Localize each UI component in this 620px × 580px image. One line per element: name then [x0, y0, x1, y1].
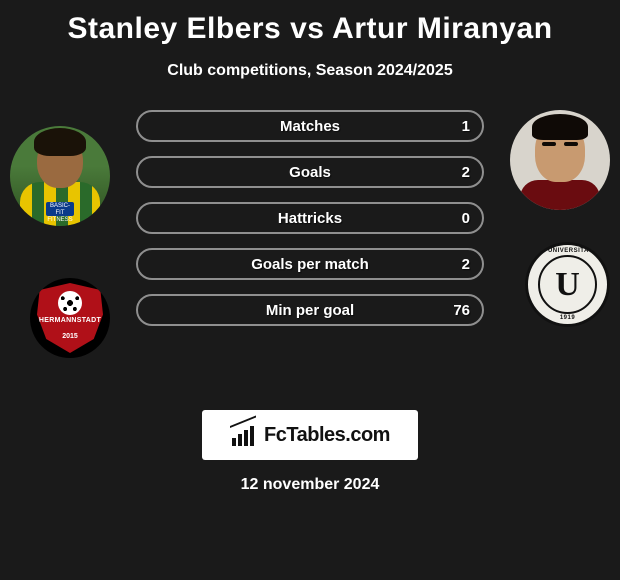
- club-right-year: 1919: [528, 315, 607, 321]
- stat-label: Hattricks: [138, 204, 482, 232]
- stats-list: Matches1Goals2Hattricks0Goals per match2…: [136, 110, 484, 340]
- comparison-panel: BASIC-FIT FITNESS HERMANNSTADT 2015 F.C.…: [0, 108, 620, 388]
- club-left-year: 2015: [37, 333, 103, 340]
- bar-chart-icon: [230, 424, 258, 446]
- player-left-badge: BASIC-FIT FITNESS: [46, 202, 74, 216]
- stat-row: Goals per match2: [136, 248, 484, 280]
- logo-text-bold: Fc: [264, 424, 286, 446]
- soccer-ball-icon: [58, 291, 82, 315]
- club-right-crest: F.C. UNIVERSITATEA U 1919: [525, 242, 610, 327]
- stat-row: Goals2: [136, 156, 484, 188]
- club-left-crest: HERMANNSTADT 2015: [30, 278, 110, 358]
- date-label: 12 november 2024: [0, 476, 620, 494]
- club-left-name: HERMANNSTADT: [37, 317, 103, 324]
- logo-text-rest: Tables.com: [286, 424, 390, 446]
- stat-row: Hattricks0: [136, 202, 484, 234]
- stat-label: Min per goal: [138, 296, 482, 324]
- stat-value-right: 76: [453, 296, 470, 324]
- stat-value-right: 0: [462, 204, 470, 232]
- fctables-logo: FcTables.com: [202, 410, 418, 460]
- subtitle: Club competitions, Season 2024/2025: [0, 62, 620, 80]
- stat-label: Goals per match: [138, 250, 482, 278]
- stat-value-right: 1: [462, 112, 470, 140]
- stat-label: Goals: [138, 158, 482, 186]
- stat-row: Min per goal76: [136, 294, 484, 326]
- club-right-name-top: F.C. UNIVERSITATEA: [528, 248, 607, 254]
- stat-value-right: 2: [462, 250, 470, 278]
- page-title: Stanley Elbers vs Artur Miranyan: [0, 0, 620, 46]
- stat-value-right: 2: [462, 158, 470, 186]
- player-right-avatar: [510, 110, 610, 210]
- stat-row: Matches1: [136, 110, 484, 142]
- stat-label: Matches: [138, 112, 482, 140]
- player-left-avatar: BASIC-FIT FITNESS: [10, 126, 110, 226]
